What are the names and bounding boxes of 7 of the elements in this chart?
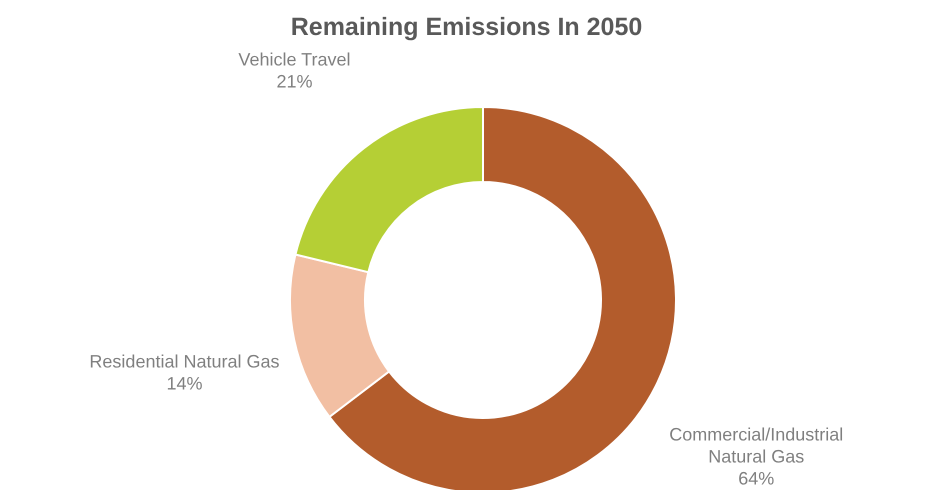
slice-label: Residential Natural Gas	[89, 351, 280, 372]
chart-title: Remaining Emissions In 2050	[290, 13, 642, 41]
slice-label: Commercial/Industrial Natural Gas	[669, 424, 844, 466]
data-label: 14%	[166, 373, 202, 394]
data-label: 21%	[276, 71, 312, 92]
slice-label: Vehicle Travel	[238, 49, 350, 70]
data-label: 64%	[738, 468, 774, 488]
